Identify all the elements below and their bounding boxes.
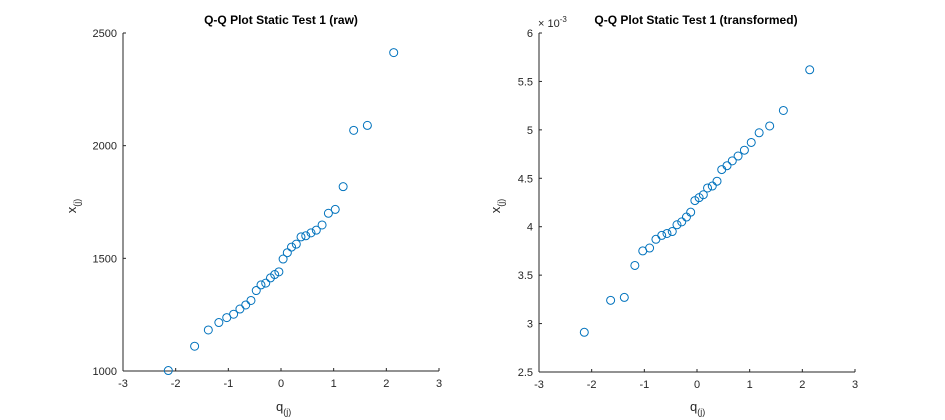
plot-raw-xticklabels: -3 -2 -1 0 1 2 3 (118, 378, 442, 390)
data-point (246, 295, 256, 305)
data-point (163, 366, 173, 376)
plot-transformed-xlabel: q(j) (690, 399, 705, 417)
data-point (657, 230, 667, 240)
y-tick-label: 3.5 (518, 270, 533, 282)
data-point (645, 243, 655, 253)
y-tick-label: 6 (527, 28, 533, 40)
data-point (274, 267, 284, 277)
x-tick-label: -3 (534, 379, 544, 391)
data-point (672, 220, 682, 230)
data-point (362, 120, 372, 130)
plot-transformed-exponent: × 10-3 (538, 15, 567, 30)
data-point (805, 65, 815, 75)
x-tick-label: 2 (383, 378, 389, 390)
data-point (765, 121, 775, 131)
plot-raw-points (163, 48, 399, 376)
x-tick-label: 1 (331, 378, 337, 390)
plot-raw-ylabel: x(j) (64, 199, 82, 214)
y-tick-label: 4.5 (518, 173, 533, 185)
data-point (349, 125, 359, 135)
x-tick-label: -1 (639, 379, 649, 391)
data-point (754, 128, 764, 138)
data-point (662, 228, 672, 238)
data-point (703, 183, 713, 193)
data-point (698, 190, 708, 200)
data-point (296, 232, 306, 242)
data-point (746, 137, 756, 147)
data-point (306, 228, 316, 238)
y-tick-label: 2.5 (518, 367, 533, 379)
x-tick-label: -2 (587, 379, 597, 391)
x-tick-label: 3 (852, 379, 858, 391)
data-point (619, 292, 629, 302)
plot-transformed-xticklabels: -3 -2 -1 0 1 2 3 (534, 379, 858, 391)
plot-transformed-yticklabels: 2.5 3 3.5 4 4.5 5 5.5 6 (518, 28, 533, 379)
data-point (311, 225, 321, 235)
plot-transformed-title: Q-Q Plot Static Test 1 (transformed) (594, 13, 797, 27)
y-tick-label: 2500 (93, 28, 117, 40)
x-tick-label: 0 (278, 378, 284, 390)
data-point (282, 248, 292, 258)
data-point (214, 318, 224, 328)
plot-transformed-axes (538, 32, 856, 373)
plot-raw: Q-Q Plot Static Test 1 (raw) -3 -2 -1 0 1 2 3 … (64, 13, 442, 417)
y-tick-label: 1500 (93, 253, 117, 265)
plot-raw-axes (122, 32, 440, 372)
data-point (287, 242, 297, 252)
data-point (739, 145, 749, 155)
data-point (291, 239, 301, 249)
x-tick-label: 2 (799, 379, 805, 391)
data-point (727, 156, 737, 166)
plot-raw-xlabel: q(j) (276, 399, 291, 417)
x-tick-label: 0 (694, 379, 700, 391)
x-tick-label: -3 (118, 378, 128, 390)
y-tick-label: 5 (527, 125, 533, 137)
data-point (323, 208, 333, 218)
data-point (712, 176, 722, 186)
plot-transformed: Q-Q Plot Static Test 1 (transformed) × 1… (488, 13, 858, 417)
data-point (330, 204, 340, 214)
data-point (317, 220, 327, 230)
data-point (190, 341, 200, 351)
data-point (579, 327, 589, 337)
data-point (722, 161, 732, 171)
data-point (389, 48, 399, 58)
data-point (256, 280, 266, 290)
data-point (338, 182, 348, 192)
data-point (261, 278, 271, 288)
data-point (707, 181, 717, 191)
y-tick-label: 4 (527, 222, 533, 234)
plot-transformed-points (579, 65, 815, 337)
data-point (778, 105, 788, 115)
data-point (677, 217, 687, 227)
y-tick-label: 1000 (93, 366, 117, 378)
x-tick-label: 1 (747, 379, 753, 391)
data-point (241, 300, 251, 310)
x-tick-label: 3 (436, 378, 442, 390)
y-tick-label: 5.5 (518, 76, 533, 88)
data-point (606, 295, 616, 305)
data-point (630, 260, 640, 270)
data-point (278, 254, 288, 264)
y-tick-label: 2000 (93, 141, 117, 153)
plot-raw-title: Q-Q Plot Static Test 1 (raw) (204, 13, 358, 27)
y-tick-label: 3 (527, 319, 533, 331)
plot-transformed-ylabel: x(j) (488, 199, 506, 214)
data-point (667, 227, 677, 237)
x-tick-label: -1 (223, 378, 233, 390)
x-tick-label: -2 (171, 378, 181, 390)
data-point (686, 207, 696, 217)
data-point (229, 309, 239, 319)
data-point (733, 151, 743, 161)
plot-raw-yticklabels: 1000 1500 2000 2500 (93, 28, 117, 378)
data-point (203, 325, 213, 335)
data-point (301, 231, 311, 241)
data-point (251, 286, 261, 296)
